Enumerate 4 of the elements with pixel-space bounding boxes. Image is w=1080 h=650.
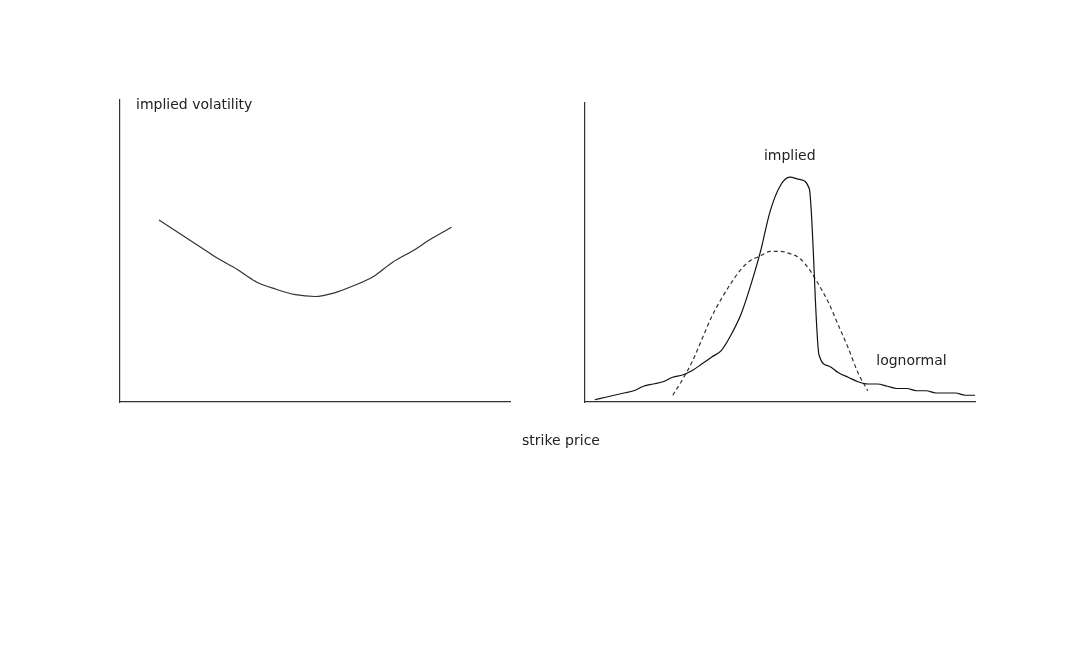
- series-label: implied: [763, 146, 816, 163]
- y-axis-title: implied volatility: [136, 95, 253, 112]
- series-label: lognormal: [876, 351, 947, 368]
- x-axis-title: strike price: [522, 432, 600, 448]
